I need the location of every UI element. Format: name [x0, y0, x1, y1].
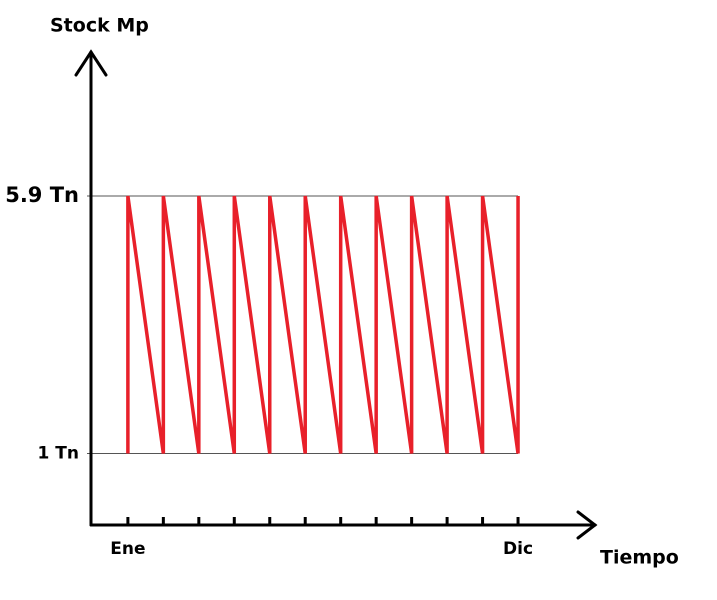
x-tick-label: Dic — [503, 539, 533, 559]
axes — [74, 49, 598, 540]
plot — [126, 195, 520, 454]
stock-line — [126, 195, 520, 454]
y-tick-label: 1 Tn — [38, 444, 79, 464]
x-tick-label: Ene — [110, 539, 145, 559]
y-arrow — [74, 49, 108, 77]
y-tick-label: 5.9 Tn — [5, 183, 79, 207]
y-axis-label: Stock Mp — [50, 15, 149, 37]
x-axis-label: Tiempo — [600, 547, 679, 569]
x-arrow — [576, 510, 598, 540]
